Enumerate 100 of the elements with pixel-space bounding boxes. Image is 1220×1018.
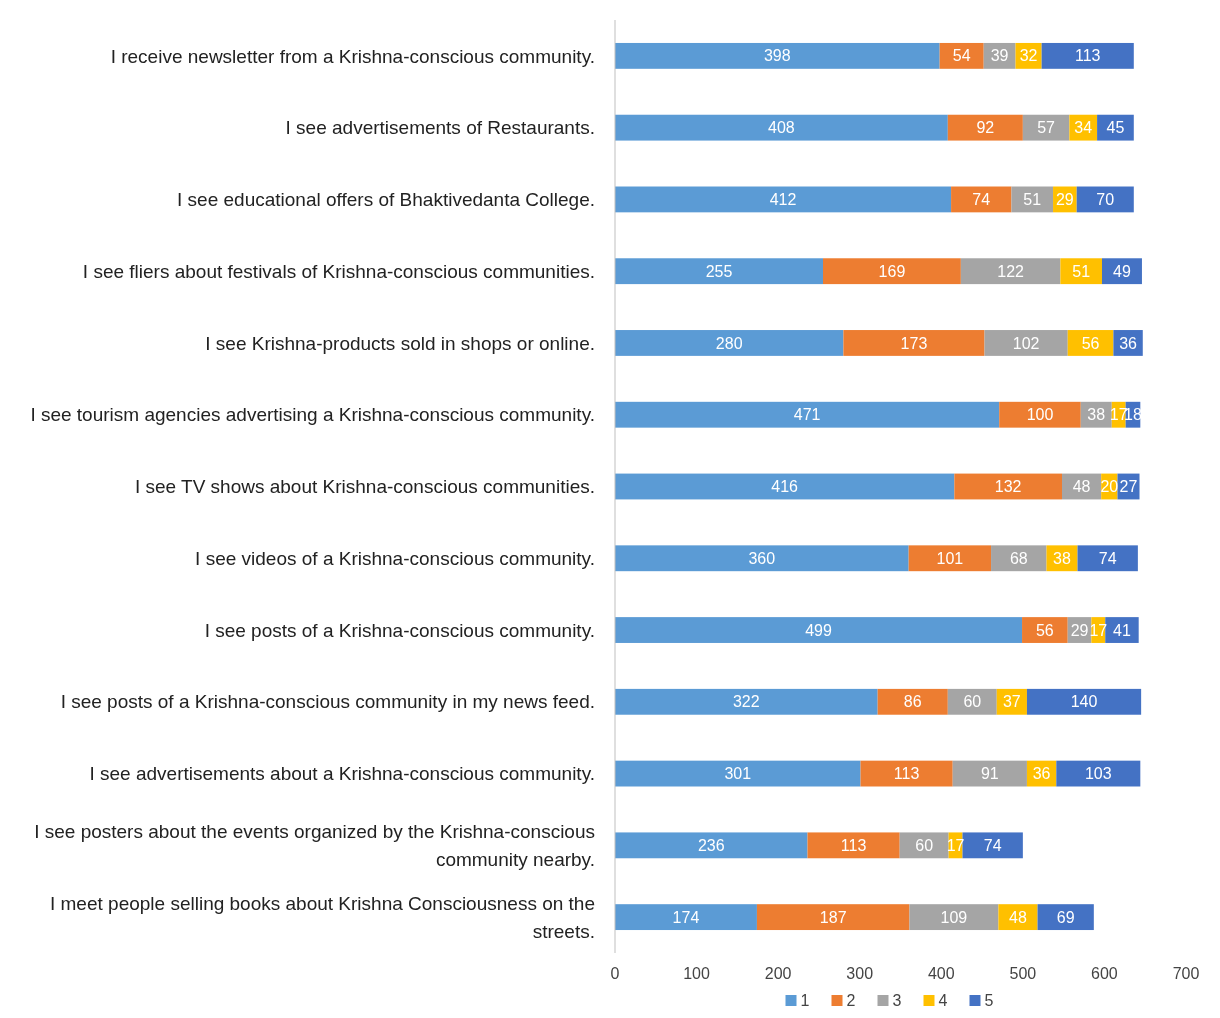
bar xyxy=(615,401,1000,428)
data-label: 49 xyxy=(1113,262,1131,280)
bar xyxy=(960,258,1061,285)
data-label: 255 xyxy=(705,262,733,280)
bar xyxy=(807,832,900,859)
data-label: 174 xyxy=(672,908,700,926)
data-label: 41 xyxy=(1113,621,1131,639)
data-label: 68 xyxy=(1009,549,1028,567)
bar xyxy=(615,114,948,141)
data-label: 74 xyxy=(983,836,1002,854)
data-label: 360 xyxy=(748,549,776,567)
y-tick-label: I see fliers about festivals of Krishna-conscious communities. xyxy=(82,260,595,282)
bar xyxy=(615,617,1023,643)
data-label: 36 xyxy=(1032,765,1051,783)
data-label: 109 xyxy=(940,908,968,926)
x-tick-label: 700 xyxy=(1172,965,1200,982)
bar xyxy=(615,545,909,572)
data-label: 60 xyxy=(963,693,982,711)
bar xyxy=(991,545,1047,572)
y-tick-label: I see tourism agencies advertising a Krishna-conscious community. xyxy=(30,404,595,426)
bar xyxy=(615,258,824,285)
x-tick-label: 0 xyxy=(610,965,620,982)
bar xyxy=(843,330,985,356)
data-label: 398 xyxy=(763,47,791,65)
legend-label: 5 xyxy=(984,992,994,1009)
x-tick-label: 300 xyxy=(846,965,874,982)
legend-label: 1 xyxy=(800,992,810,1009)
bar xyxy=(908,545,992,572)
data-label: 408 xyxy=(768,119,795,137)
y-tick-label: I meet people selling books about Krishna Consciousness on the streets. xyxy=(49,892,595,942)
data-label: 45 xyxy=(1106,119,1125,137)
bar xyxy=(1105,617,1139,643)
y-tick-label: I see educational offers of Bhaktivedanta College. xyxy=(177,189,595,211)
bar xyxy=(939,42,984,69)
bar xyxy=(1060,258,1102,285)
bar xyxy=(954,473,1063,500)
bar xyxy=(756,904,910,931)
x-tick-label: 600 xyxy=(1091,965,1118,982)
data-label: 51 xyxy=(1072,262,1091,280)
bar xyxy=(615,688,878,715)
data-label: 169 xyxy=(878,262,906,280)
data-label: 27 xyxy=(1119,478,1138,496)
bar xyxy=(615,904,757,931)
bar xyxy=(947,114,1023,141)
bar xyxy=(1077,545,1138,572)
bar xyxy=(615,42,940,69)
bar xyxy=(877,688,948,715)
data-label: 51 xyxy=(1023,191,1042,209)
bar xyxy=(984,330,1068,356)
bar xyxy=(823,258,961,285)
data-label: 113 xyxy=(893,765,920,783)
data-label: 301 xyxy=(724,765,752,783)
data-label: 101 xyxy=(936,549,964,567)
bar xyxy=(615,832,808,859)
bar xyxy=(1026,688,1142,715)
y-tick-label: I see posts of a Krishna-conscious community in my news feed. xyxy=(60,691,595,713)
bar xyxy=(962,832,1023,859)
data-label: 113 xyxy=(1074,47,1101,65)
data-label: 86 xyxy=(903,693,922,711)
bar xyxy=(909,904,999,931)
data-label: 60 xyxy=(915,836,934,854)
data-label: 74 xyxy=(972,191,991,209)
bar xyxy=(999,401,1081,428)
data-label: 280 xyxy=(715,334,743,352)
bar xyxy=(615,330,844,356)
data-label: 100 xyxy=(1026,406,1054,424)
y-tick-label: I see TV shows about Krishna-conscious communities. xyxy=(134,476,595,498)
x-tick-label: 100 xyxy=(683,965,711,982)
data-label: 34 xyxy=(1074,119,1093,137)
data-label: 48 xyxy=(1072,478,1091,496)
data-label: 122 xyxy=(997,262,1025,280)
bar xyxy=(615,186,952,213)
data-label: 29 xyxy=(1055,191,1074,209)
bar xyxy=(1022,617,1068,643)
data-label: 29 xyxy=(1070,621,1089,639)
y-tick-label: I see videos of a Krishna-conscious community. xyxy=(195,547,595,569)
data-label: 39 xyxy=(990,47,1009,65)
data-label: 92 xyxy=(976,119,995,137)
data-label: 499 xyxy=(805,621,832,639)
data-label: 54 xyxy=(952,47,971,65)
data-label: 132 xyxy=(994,478,1022,496)
bar xyxy=(615,760,861,787)
data-label: 36 xyxy=(1119,334,1138,352)
data-label: 32 xyxy=(1019,47,1038,65)
data-label: 103 xyxy=(1084,765,1112,783)
data-label: 173 xyxy=(900,334,928,352)
data-label: 416 xyxy=(771,478,799,496)
legend-label: 4 xyxy=(938,992,948,1009)
data-label: 48 xyxy=(1009,908,1027,926)
data-label: 56 xyxy=(1035,621,1054,639)
data-label: 38 xyxy=(1053,549,1072,567)
data-label: 38 xyxy=(1087,406,1106,424)
data-label: 69 xyxy=(1056,908,1075,926)
data-label: 140 xyxy=(1070,693,1098,711)
data-label: 57 xyxy=(1037,119,1056,137)
bar xyxy=(952,760,1027,787)
y-tick-label: I receive newsletter from a Krishna-conscious community. xyxy=(110,45,595,67)
data-label: 70 xyxy=(1096,191,1115,209)
data-label: 187 xyxy=(819,908,847,926)
y-tick-label: I see advertisements of Restaurants. xyxy=(285,117,595,139)
